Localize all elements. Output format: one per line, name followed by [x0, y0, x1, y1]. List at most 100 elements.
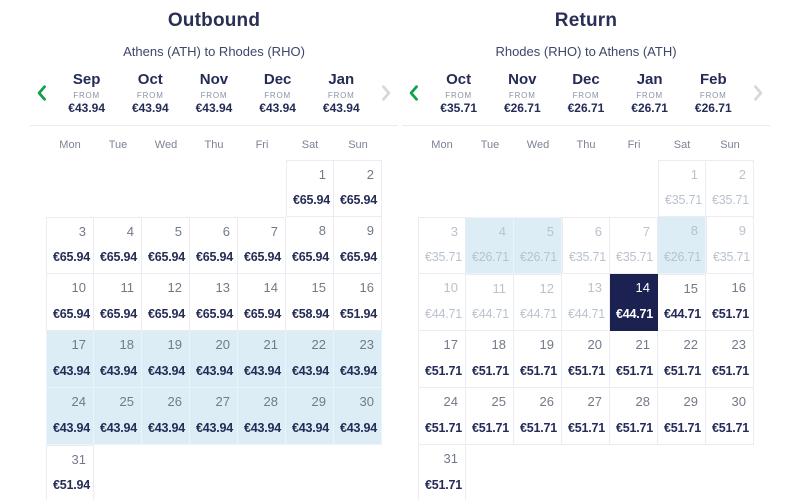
day-cell-25[interactable]: 25 €43.94: [94, 387, 142, 445]
return-route: Rhodes (RHO) to Athens (ATH): [495, 44, 677, 59]
day-cell-24[interactable]: 24 €51.71: [418, 387, 466, 445]
day-cell-16[interactable]: 16 €51.94: [334, 273, 382, 331]
empty-cell: [46, 160, 94, 217]
day-cell-25[interactable]: 25 €51.71: [466, 387, 514, 445]
empty-cell: [94, 160, 142, 217]
day-cell-18[interactable]: 18 €51.71: [466, 330, 514, 388]
day-cell-28[interactable]: 28 €43.94: [238, 387, 286, 445]
day-cell-9[interactable]: 9 €65.94: [334, 216, 382, 274]
day-cell-14[interactable]: 14 €65.94: [238, 273, 286, 331]
from-label: FROM: [636, 90, 663, 100]
day-cell-14[interactable]: 14 €44.71: [610, 273, 658, 331]
month-tab-nov[interactable]: Nov FROM €43.94: [185, 71, 243, 115]
day-cell-21[interactable]: 21 €51.71: [610, 330, 658, 388]
month-from-price: €43.94: [195, 100, 233, 115]
weekday-label: Sat: [673, 138, 691, 151]
day-cell-20[interactable]: 20 €43.94: [190, 330, 238, 388]
day-cell-26[interactable]: 26 €43.94: [142, 387, 190, 445]
prev-month-button[interactable]: [404, 83, 424, 103]
day-cell-19[interactable]: 19 €51.71: [514, 330, 562, 388]
month-tab-oct[interactable]: Oct FROM €43.94: [121, 71, 179, 114]
weekday-label: Sun: [348, 138, 368, 151]
day-cell-11[interactable]: 11 €65.94: [94, 273, 142, 331]
day-cell-31[interactable]: 31 €51.94: [46, 444, 94, 500]
day-cell-22[interactable]: 22 €51.71: [658, 330, 706, 388]
day-number: 10: [71, 279, 86, 295]
day-cell-21[interactable]: 21 €43.94: [238, 330, 286, 388]
day-cell-30[interactable]: 30 €51.71: [706, 387, 754, 445]
day-cell-23[interactable]: 23 €51.71: [706, 330, 754, 388]
day-cell-15[interactable]: 15 €44.71: [658, 273, 706, 331]
chevron-left-icon: [32, 83, 52, 103]
day-price: €26.71: [472, 249, 510, 264]
day-cell-17[interactable]: 17 €51.71: [418, 330, 466, 388]
day-cell-16[interactable]: 16 €51.71: [706, 273, 754, 331]
empty-cell: [238, 160, 286, 217]
day-cell-27[interactable]: 27 €51.71: [562, 387, 610, 445]
day-price: €51.71: [520, 420, 558, 435]
day-number: 9: [738, 222, 746, 238]
weekday-label: Fri: [627, 138, 641, 151]
day-number: 16: [731, 279, 746, 295]
day-cell-13[interactable]: 13 €65.94: [190, 273, 238, 331]
day-cell-17[interactable]: 17 €43.94: [46, 330, 94, 388]
day-cell-5: 5 €26.71: [514, 216, 562, 274]
day-cell-29[interactable]: 29 €43.94: [286, 387, 334, 445]
day-cell-12[interactable]: 12 €65.94: [142, 273, 190, 331]
day-price: €26.71: [520, 249, 558, 264]
month-tab-oct[interactable]: Oct FROM €35.71: [430, 71, 488, 114]
day-price: €43.94: [53, 420, 91, 435]
day-cell-3[interactable]: 3 €65.94: [46, 216, 94, 274]
day-cell-18[interactable]: 18 €43.94: [94, 330, 142, 388]
day-cell-20[interactable]: 20 €51.71: [562, 330, 610, 388]
month-tab-feb[interactable]: Feb FROM €26.71: [684, 71, 742, 114]
day-price: €44.71: [520, 306, 558, 321]
day-cell-11: 11 €44.71: [466, 273, 514, 331]
day-cell-15[interactable]: 15 €58.94: [286, 273, 334, 331]
day-price: €51.71: [568, 363, 606, 378]
day-cell-5[interactable]: 5 €65.94: [142, 216, 190, 274]
day-cell-27[interactable]: 27 €43.94: [190, 387, 238, 445]
day-cell-22[interactable]: 22 €43.94: [286, 330, 334, 388]
weekday-label: Sat: [301, 138, 319, 151]
month-tab-jan[interactable]: Jan FROM €43.94: [312, 71, 370, 114]
day-price: €51.71: [425, 420, 463, 435]
day-cell-1[interactable]: 1 €65.94: [286, 159, 334, 217]
month-tab-nov[interactable]: Nov FROM €26.71: [493, 71, 551, 114]
next-month-button[interactable]: [748, 83, 768, 103]
prev-month-button[interactable]: [32, 83, 52, 103]
month-tab-dec[interactable]: Dec FROM €43.94: [249, 71, 307, 114]
day-cell-30[interactable]: 30 €43.94: [334, 387, 382, 445]
day-cell-2[interactable]: 2 €65.94: [334, 159, 382, 217]
day-cell-31[interactable]: 31 €51.71: [418, 444, 466, 500]
day-cell-28[interactable]: 28 €51.71: [610, 387, 658, 445]
day-price: €44.71: [472, 306, 510, 321]
day-price: €51.71: [616, 420, 654, 435]
day-number: 3: [78, 223, 86, 239]
day-cell-23[interactable]: 23 €43.94: [334, 330, 382, 388]
day-price: €44.71: [616, 306, 654, 321]
weekday-label: Mon: [431, 138, 453, 151]
day-cell-4[interactable]: 4 €65.94: [94, 216, 142, 274]
month-tab-sep[interactable]: Sep FROM €43.94: [58, 71, 116, 114]
day-number: 3: [450, 223, 458, 239]
day-price: €35.71: [665, 192, 703, 207]
month-tab-dec[interactable]: Dec FROM €26.71: [557, 71, 615, 114]
empty-cell: [658, 445, 706, 500]
day-cell-29[interactable]: 29 €51.71: [658, 387, 706, 445]
day-cell-7[interactable]: 7 €65.94: [238, 216, 286, 274]
day-price: €65.94: [244, 249, 282, 264]
next-month-button[interactable]: [376, 83, 396, 103]
day-price: €43.94: [148, 420, 186, 435]
day-price: €35.71: [569, 249, 607, 264]
month-tab-jan[interactable]: Jan FROM €26.71: [621, 71, 679, 114]
day-cell-10[interactable]: 10 €65.94: [46, 273, 94, 331]
weekday-label: Mon: [59, 138, 81, 151]
day-cell-6[interactable]: 6 €65.94: [190, 216, 238, 274]
day-cell-26[interactable]: 26 €51.71: [514, 387, 562, 445]
day-cell-24[interactable]: 24 €43.94: [46, 387, 94, 445]
day-price: €43.94: [340, 420, 378, 435]
month-name: Nov: [199, 71, 229, 88]
day-cell-19[interactable]: 19 €43.94: [142, 330, 190, 388]
day-cell-8[interactable]: 8 €65.94: [286, 216, 334, 274]
